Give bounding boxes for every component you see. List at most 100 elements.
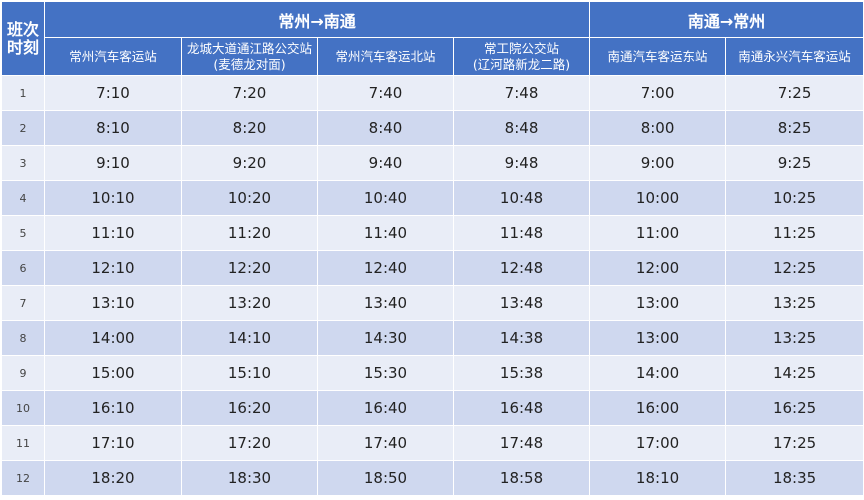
departure-time-cell: 13:25 — [725, 320, 864, 356]
trip-number-cell: 5 — [1, 215, 45, 251]
departure-time-cell: 9:20 — [181, 145, 318, 181]
station-header: 南通永兴汽车客运站 — [725, 37, 864, 76]
station-name: 南通永兴汽车客运站 — [738, 48, 851, 64]
trip-number-cell: 10 — [1, 390, 45, 426]
departure-time-cell: 10:00 — [589, 180, 727, 216]
departure-time-cell: 14:25 — [725, 355, 864, 391]
station-name: (辽河路新龙二路) — [472, 56, 571, 72]
departure-time-cell: 18:30 — [181, 460, 318, 496]
departure-time-cell: 7:00 — [589, 75, 727, 111]
station-header: 常州汽车客运北站 — [317, 37, 454, 76]
table-row: 2 8:10 8:20 8:40 8:48 8:00 8:25 — [1, 110, 864, 146]
departure-time-cell: 17:25 — [725, 425, 864, 461]
departure-time-cell: 18:20 — [44, 460, 182, 496]
departure-time-cell: 12:20 — [181, 250, 318, 286]
departure-time-cell: 8:48 — [452, 110, 591, 146]
departure-time-cell: 12:10 — [44, 250, 182, 286]
departure-time-cell: 12:25 — [725, 250, 864, 286]
station-name: 常州汽车客运北站 — [335, 48, 436, 64]
departure-time-cell: 8:40 — [317, 110, 454, 146]
departure-time-cell: 9:10 — [44, 145, 182, 181]
departure-time-cell: 14:38 — [452, 320, 591, 356]
departure-time-cell: 18:10 — [589, 460, 727, 496]
departure-time-cell: 8:00 — [589, 110, 727, 146]
trip-time-header: 班次 时刻 — [1, 1, 45, 76]
station-header: 常州汽车客运站 — [44, 37, 182, 76]
departure-time-cell: 16:48 — [452, 390, 591, 426]
departure-time-cell: 14:30 — [317, 320, 454, 356]
departure-time-cell: 15:10 — [181, 355, 318, 391]
departure-time-cell: 7:48 — [452, 75, 591, 111]
departure-time-cell: 16:00 — [589, 390, 727, 426]
departure-time-cell: 9:40 — [317, 145, 454, 181]
departure-time-cell: 13:00 — [589, 320, 727, 356]
departure-time-cell: 16:40 — [317, 390, 454, 426]
departure-time-cell: 17:20 — [181, 425, 318, 461]
table-row: 10 16:10 16:20 16:40 16:48 16:00 16:25 — [1, 390, 864, 426]
departure-time-cell: 17:40 — [317, 425, 454, 461]
table-row: 11 17:10 17:20 17:40 17:48 17:00 17:25 — [1, 425, 864, 461]
table-row: 1 7:10 7:20 7:40 7:48 7:00 7:25 — [1, 75, 864, 111]
station-name: 南通汽车客运东站 — [607, 48, 708, 64]
trip-number-cell: 7 — [1, 285, 45, 321]
table-row: 8 14:00 14:10 14:30 14:38 13:00 13:25 — [1, 320, 864, 356]
departure-time-cell: 7:40 — [317, 75, 454, 111]
departure-time-cell: 10:48 — [452, 180, 591, 216]
trip-number-cell: 1 — [1, 75, 45, 111]
departure-time-cell: 18:35 — [725, 460, 864, 496]
departure-time-cell: 15:00 — [44, 355, 182, 391]
station-name: (麦德龙对面) — [213, 56, 286, 72]
departure-time-cell: 17:00 — [589, 425, 727, 461]
departure-time-cell: 9:00 — [589, 145, 727, 181]
departure-time-cell: 10:20 — [181, 180, 318, 216]
departure-time-cell: 11:10 — [44, 215, 182, 251]
departure-time-cell: 11:20 — [181, 215, 318, 251]
table-row: 5 11:10 11:20 11:40 11:48 11:00 11:25 — [1, 215, 864, 251]
departure-time-cell: 8:10 — [44, 110, 182, 146]
direction-header-changzhou-nantong: 常州→南通 — [43, 1, 591, 38]
departure-time-cell: 11:40 — [317, 215, 454, 251]
departure-time-cell: 16:20 — [181, 390, 318, 426]
departure-time-cell: 10:25 — [725, 180, 864, 216]
departure-time-cell: 13:48 — [452, 285, 591, 321]
station-name: 龙城大道通江路公交站 — [186, 40, 312, 56]
departure-time-cell: 10:40 — [317, 180, 454, 216]
table-row: 6 12:10 12:20 12:40 12:48 12:00 12:25 — [1, 250, 864, 286]
departure-time-cell: 7:25 — [725, 75, 864, 111]
trip-number-cell: 11 — [1, 425, 45, 461]
departure-time-cell: 11:25 — [725, 215, 864, 251]
departure-time-cell: 14:00 — [589, 355, 727, 391]
departure-time-cell: 12:40 — [317, 250, 454, 286]
departure-time-cell: 9:48 — [452, 145, 591, 181]
departure-time-cell: 16:10 — [44, 390, 182, 426]
trip-number-cell: 6 — [1, 250, 45, 286]
table-row: 4 10:10 10:20 10:40 10:48 10:00 10:25 — [1, 180, 864, 216]
trip-number-cell: 3 — [1, 145, 45, 181]
departure-time-cell: 15:30 — [317, 355, 454, 391]
departure-time-cell: 13:40 — [317, 285, 454, 321]
departure-time-cell: 8:25 — [725, 110, 864, 146]
departure-time-cell: 12:48 — [452, 250, 591, 286]
table-row: 9 15:00 15:10 15:30 15:38 14:00 14:25 — [1, 355, 864, 391]
departure-time-cell: 13:00 — [589, 285, 727, 321]
departure-time-cell: 7:20 — [181, 75, 318, 111]
departure-time-cell: 13:10 — [44, 285, 182, 321]
departure-time-cell: 16:25 — [725, 390, 864, 426]
departure-time-cell: 12:00 — [589, 250, 727, 286]
table-row: 7 13:10 13:20 13:40 13:48 13:00 13:25 — [1, 285, 864, 321]
departure-time-cell: 7:10 — [44, 75, 182, 111]
departure-time-cell: 10:10 — [44, 180, 182, 216]
station-header: 南通汽车客运东站 — [589, 37, 727, 76]
trip-number-cell: 4 — [1, 180, 45, 216]
departure-time-cell: 11:48 — [452, 215, 591, 251]
departure-time-cell: 15:38 — [452, 355, 591, 391]
departure-time-cell: 17:48 — [452, 425, 591, 461]
departure-time-cell: 18:50 — [317, 460, 454, 496]
direction-header-nantong-changzhou: 南通→常州 — [589, 1, 864, 38]
station-header: 常工院公交站 (辽河路新龙二路) — [452, 37, 591, 76]
departure-time-cell: 14:10 — [181, 320, 318, 356]
table-row: 12 18:20 18:30 18:50 18:58 18:10 18:35 — [1, 460, 864, 496]
departure-time-cell: 18:58 — [452, 460, 591, 496]
table-row: 3 9:10 9:20 9:40 9:48 9:00 9:25 — [1, 145, 864, 181]
